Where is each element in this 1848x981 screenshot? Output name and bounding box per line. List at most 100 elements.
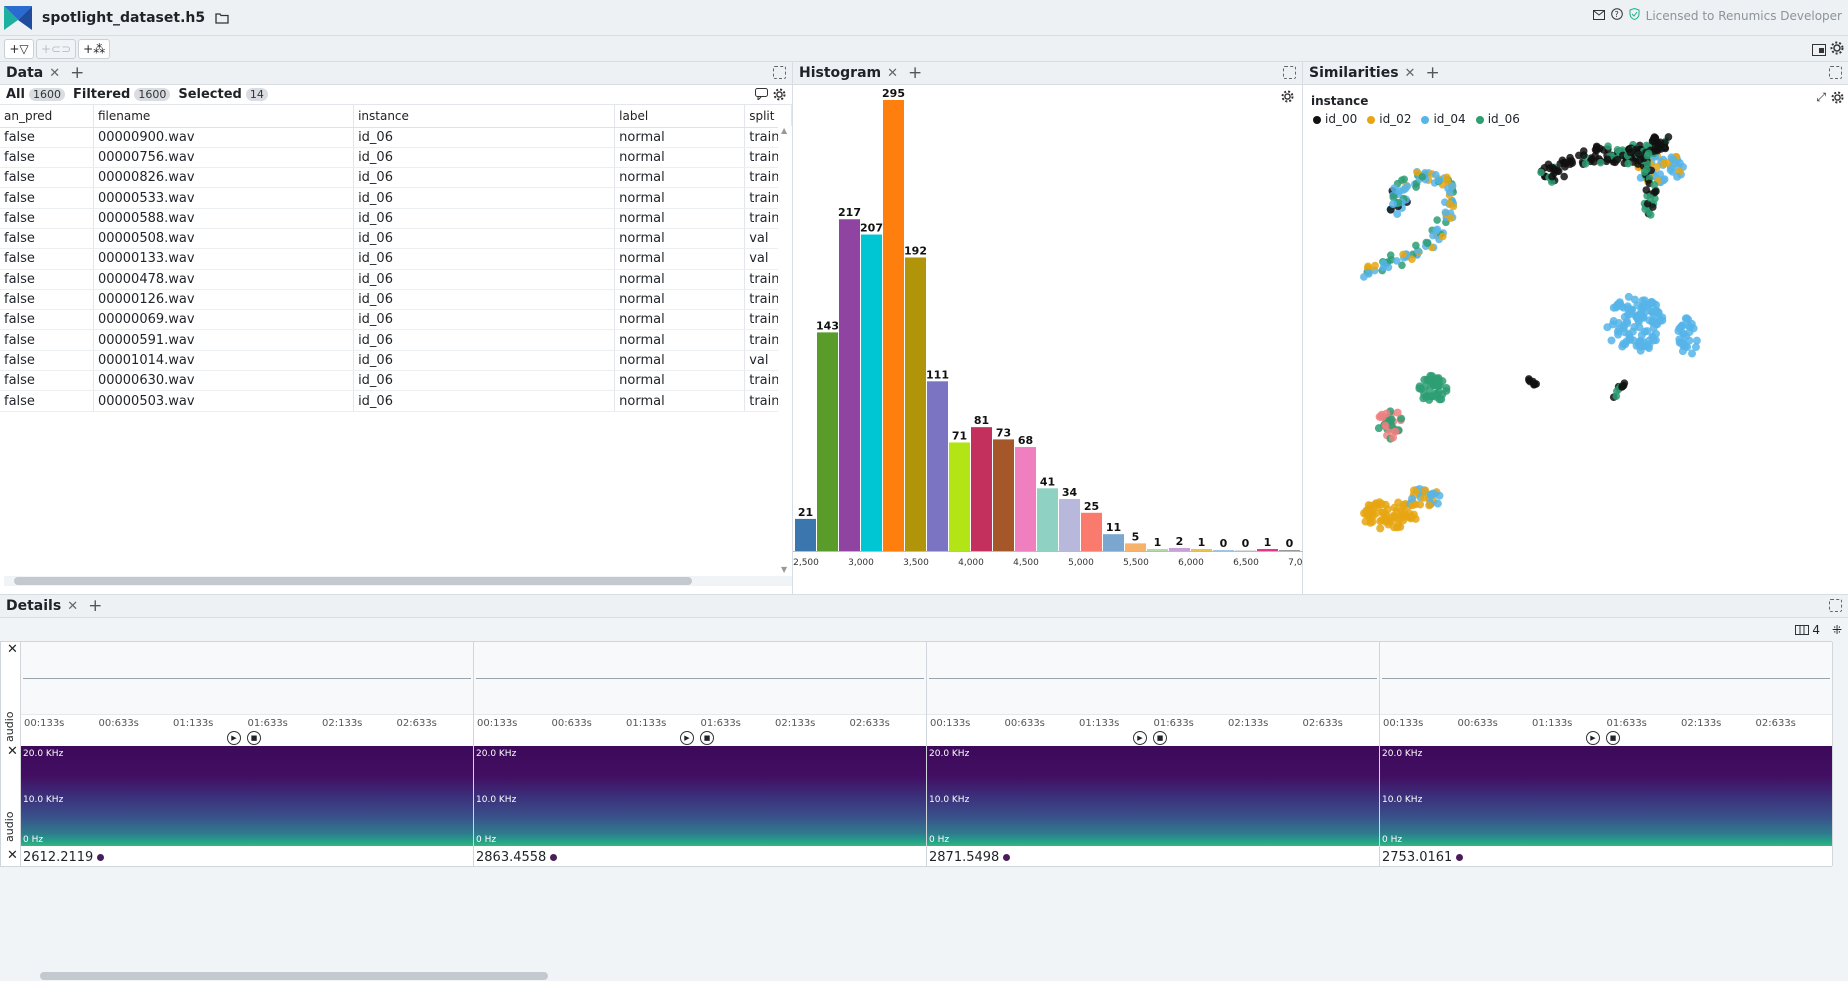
scatter-point[interactable] — [1389, 200, 1398, 209]
scatter-point[interactable] — [1423, 375, 1432, 384]
scatter-point[interactable] — [1581, 160, 1590, 168]
scatter-point[interactable] — [1431, 170, 1440, 179]
histogram-bar[interactable] — [1169, 547, 1190, 551]
scatter-point[interactable] — [1446, 214, 1455, 222]
histogram-settings-icon[interactable] — [1281, 88, 1294, 107]
scatter-point[interactable] — [1434, 176, 1443, 185]
table-row[interactable]: false 00000508.wav id_06 normal val — [0, 228, 792, 250]
table-row[interactable]: false 00000900.wav id_06 normal train — [0, 127, 792, 148]
waveform-view[interactable] — [927, 642, 1379, 715]
column-header-split[interactable]: split — [744, 105, 792, 128]
scatter-point[interactable] — [1633, 314, 1642, 323]
scatter-point[interactable] — [1425, 501, 1434, 510]
add-tab-icon[interactable]: + — [70, 63, 85, 83]
scatter-point[interactable] — [1418, 173, 1427, 181]
scatter-point[interactable] — [1371, 261, 1379, 270]
scatter-point[interactable] — [1392, 257, 1401, 265]
scatter-point[interactable] — [1592, 143, 1601, 152]
filter-filtered[interactable]: Filtered — [72, 87, 131, 102]
histogram-bar[interactable] — [1257, 549, 1278, 551]
scatter-point[interactable] — [1448, 182, 1457, 190]
add-similarity-filter-button[interactable]: +⊂⊃ — [36, 38, 77, 59]
scatter-point[interactable] — [1661, 143, 1669, 152]
scatter-point[interactable] — [1360, 273, 1368, 281]
waveform-view[interactable] — [21, 642, 473, 715]
scatter-point[interactable] — [1545, 164, 1554, 173]
scatter-point[interactable] — [1396, 522, 1405, 531]
scatter-point[interactable] — [1677, 322, 1686, 331]
histogram-bar[interactable] — [927, 381, 948, 551]
scatter-point[interactable] — [1374, 424, 1383, 433]
scatter-point[interactable] — [1386, 251, 1395, 259]
table-row[interactable]: false 00000588.wav id_06 normal train — [0, 208, 792, 229]
add-tab-icon[interactable]: + — [1425, 63, 1440, 83]
scatter-point[interactable] — [1393, 514, 1402, 523]
stop-icon[interactable]: ■ — [1153, 731, 1167, 745]
scatter-point[interactable] — [1650, 181, 1659, 189]
scatter-point[interactable] — [1649, 316, 1658, 325]
histogram-bar[interactable] — [1015, 447, 1036, 551]
waveform-view[interactable] — [1380, 642, 1832, 715]
column-header-label[interactable]: label — [614, 105, 746, 128]
play-icon[interactable]: ▶ — [1133, 731, 1147, 745]
stop-icon[interactable]: ■ — [247, 731, 261, 745]
maximize-icon[interactable] — [1829, 66, 1842, 79]
comment-icon[interactable] — [755, 88, 768, 104]
histogram-bar[interactable] — [817, 332, 838, 551]
histogram-bar[interactable] — [861, 234, 882, 552]
scatter-point[interactable] — [1639, 301, 1648, 310]
play-icon[interactable]: ▶ — [227, 731, 241, 745]
scatter-point[interactable] — [1604, 142, 1612, 151]
scatter-point[interactable] — [1397, 414, 1406, 423]
table-settings-icon[interactable] — [773, 88, 786, 105]
fit-view-icon[interactable]: ⤢ — [1816, 90, 1826, 104]
scatter-point[interactable] — [1380, 259, 1388, 267]
table-row[interactable]: false 00001014.wav id_06 normal val — [0, 350, 792, 372]
scatter-point[interactable] — [1433, 225, 1442, 234]
table-row[interactable]: false 00000503.wav id_06 normal train — [0, 390, 792, 412]
scatter-point[interactable] — [1443, 173, 1451, 182]
scatter-point[interactable] — [1364, 501, 1373, 510]
scatter-point[interactable] — [1365, 269, 1373, 277]
add-filter-button[interactable]: +▽ — [4, 38, 34, 59]
waveform-view[interactable] — [474, 642, 926, 715]
help-icon[interactable]: ? — [1610, 8, 1623, 23]
scatter-point[interactable] — [1395, 187, 1404, 196]
scatter-point[interactable] — [1651, 134, 1660, 142]
add-tab-icon[interactable]: + — [908, 63, 923, 83]
histogram-bar[interactable] — [883, 100, 904, 551]
scatter-point[interactable] — [1381, 421, 1390, 430]
maximize-icon[interactable] — [1283, 66, 1296, 79]
tab-similarities[interactable]: Similarities — [1309, 65, 1399, 81]
scatter-point[interactable] — [1643, 327, 1652, 336]
scatter-point[interactable] — [1676, 338, 1685, 347]
scatter-point[interactable] — [1409, 486, 1418, 495]
histogram-bar[interactable] — [1147, 549, 1168, 551]
histogram-bar[interactable] — [1191, 549, 1212, 551]
scatter-point[interactable] — [1406, 514, 1415, 523]
scatter-point[interactable] — [1433, 216, 1441, 224]
scatter-point[interactable] — [1596, 158, 1605, 167]
layout-icon[interactable] — [1812, 41, 1826, 60]
scatter-point[interactable] — [1566, 160, 1574, 168]
remove-row-icon[interactable]: ✕ — [7, 744, 18, 759]
scatter-point[interactable] — [1579, 147, 1588, 155]
scatter-point[interactable] — [1413, 168, 1422, 177]
scatter-point[interactable] — [1393, 408, 1402, 417]
stop-icon[interactable]: ■ — [1606, 731, 1620, 745]
scatter-point[interactable] — [1432, 389, 1441, 398]
legend-item-id-02[interactable]: id_02 — [1367, 112, 1411, 126]
scatter-point[interactable] — [1390, 503, 1399, 512]
table-row[interactable]: false 00000126.wav id_06 normal train — [0, 289, 792, 311]
close-icon[interactable]: ✕ — [887, 65, 899, 81]
scatter-point[interactable] — [1652, 187, 1660, 196]
scatter-point[interactable] — [1434, 377, 1443, 386]
scatter-point[interactable] — [1393, 209, 1402, 218]
scatter-point[interactable] — [1682, 314, 1691, 323]
folder-icon[interactable] — [215, 12, 229, 24]
scatter-point[interactable] — [1688, 349, 1697, 358]
scatter-point[interactable] — [1399, 500, 1408, 509]
scatter-point[interactable] — [1607, 336, 1616, 345]
scatter-point[interactable] — [1446, 199, 1454, 208]
scatter-point[interactable] — [1660, 175, 1669, 184]
